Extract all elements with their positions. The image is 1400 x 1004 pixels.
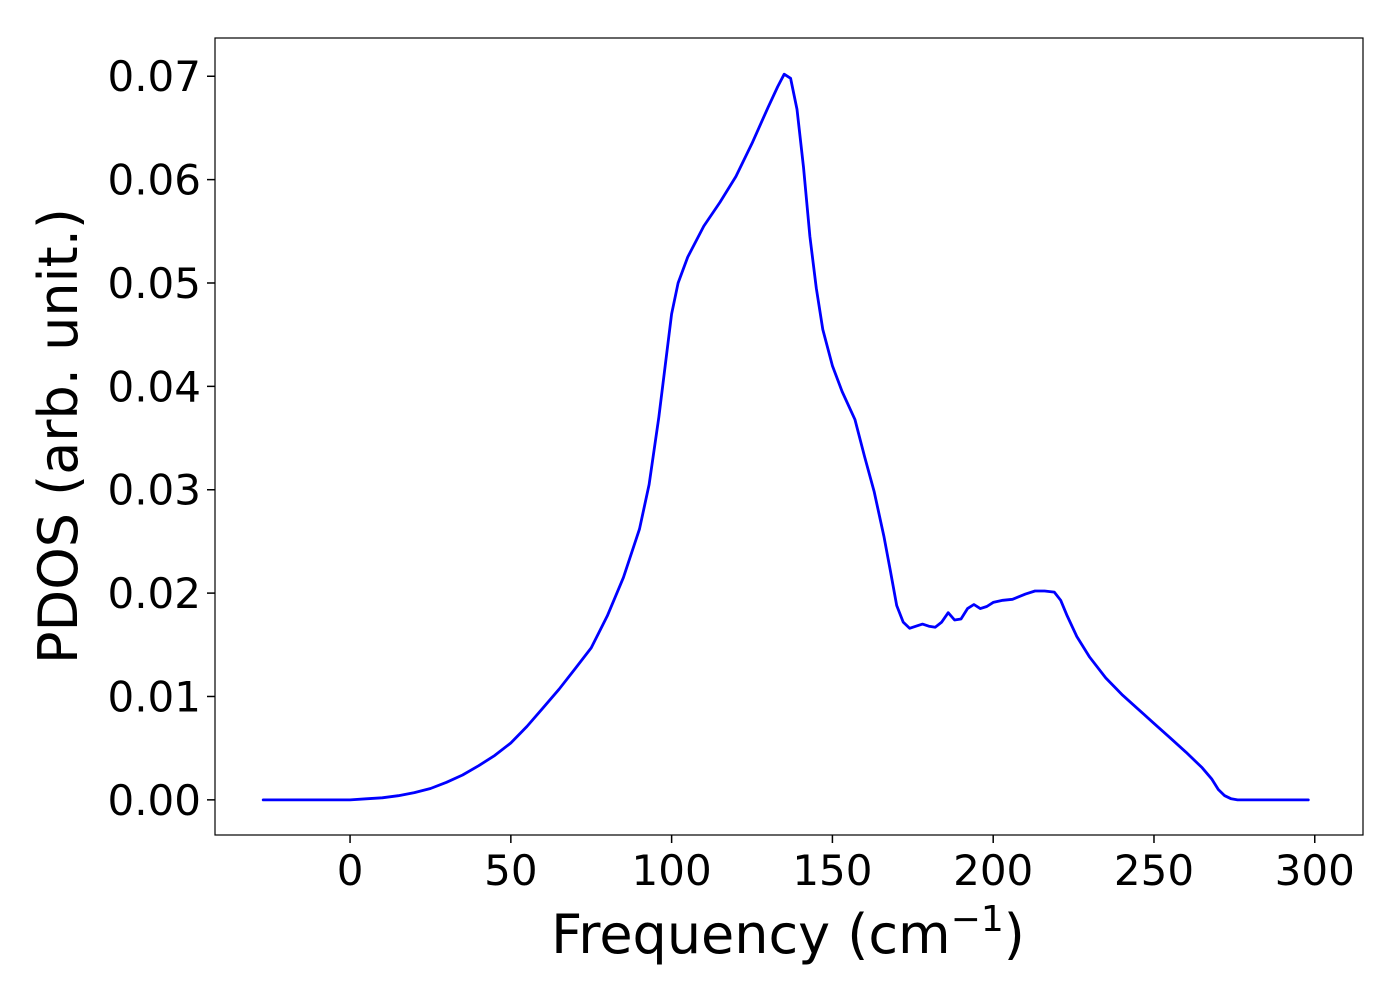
y-tick-label: 0.05	[107, 259, 201, 308]
x-axis-ticks: 0 50 100 150 200 250 300	[337, 835, 1355, 895]
y-tick-label: 0.01	[107, 672, 201, 721]
x-tick-label: 250	[1114, 846, 1194, 895]
x-tick-label: 150	[792, 846, 872, 895]
x-tick-label: 300	[1275, 846, 1355, 895]
y-axis-ticks: 0.00 0.01 0.02 0.03 0.04 0.05 0.06 0.07	[107, 52, 215, 825]
x-tick-label: 50	[484, 846, 537, 895]
x-axis-label: Frequency (cm−1)	[551, 899, 1025, 966]
y-axis-label: PDOS (arb. unit.)	[27, 208, 90, 664]
x-tick-label: 200	[953, 846, 1033, 895]
x-axis-label-close: )	[1004, 903, 1025, 966]
y-tick-label: 0.07	[107, 52, 201, 101]
y-tick-label: 0.04	[107, 362, 201, 411]
series-line-0	[261, 72, 1310, 802]
series-layer	[261, 72, 1310, 802]
x-tick-label: 0	[337, 846, 364, 895]
y-tick-label: 0.00	[107, 776, 201, 825]
y-tick-label: 0.06	[107, 156, 201, 205]
x-axis-label-text: Frequency (cm	[551, 903, 951, 966]
y-tick-label: 0.02	[107, 569, 201, 618]
x-axis-label-superscript: −1	[951, 899, 1004, 940]
y-tick-label: 0.03	[107, 466, 201, 515]
plot-frame	[214, 37, 1364, 836]
x-tick-label: 100	[632, 846, 712, 895]
